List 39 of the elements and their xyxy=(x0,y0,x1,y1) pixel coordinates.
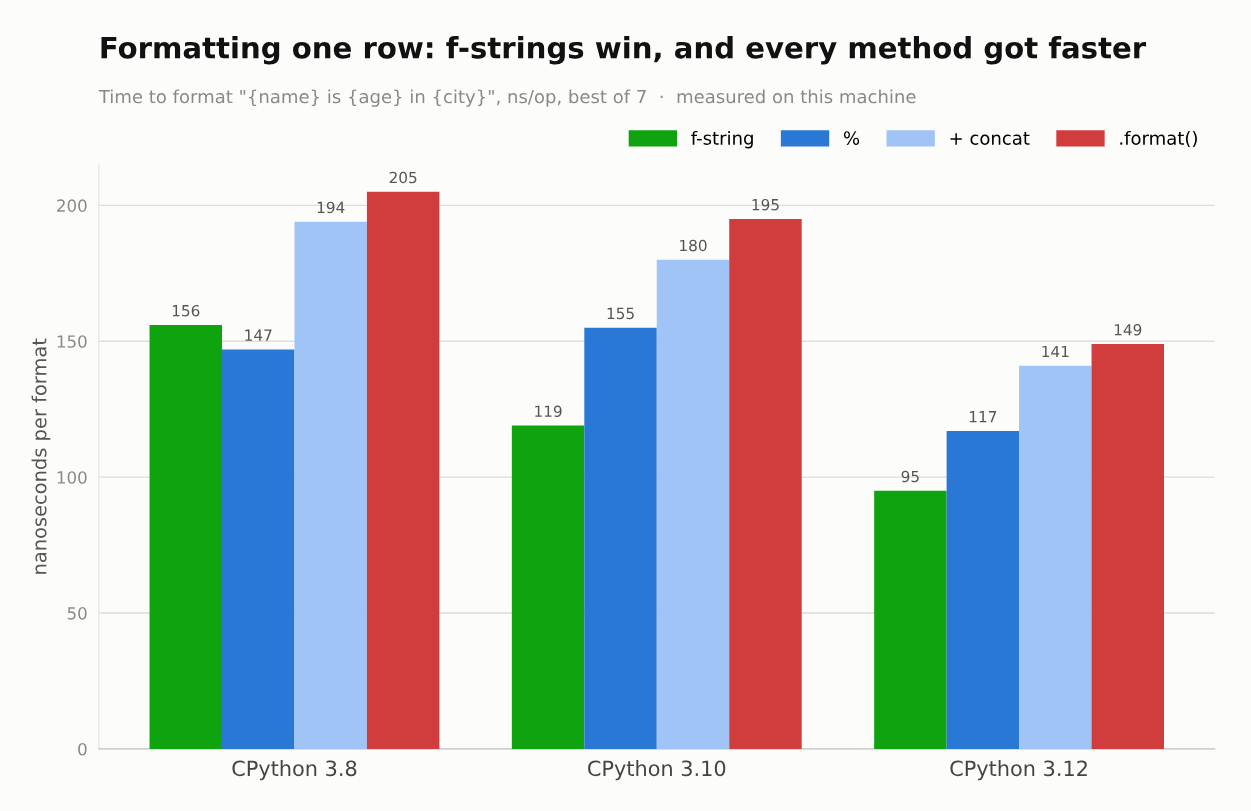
bar xyxy=(294,221,367,749)
data-label: 155 xyxy=(607,307,634,320)
y-tick-label: 0 xyxy=(78,742,87,756)
data-label: 156 xyxy=(172,304,200,317)
y-tick-label: 100 xyxy=(57,471,87,484)
legend-label: + concat xyxy=(950,131,1030,145)
bar xyxy=(366,191,440,749)
chart-title: Formatting one row: f-strings win, and every method got faster xyxy=(101,36,1147,65)
x-tick-label: CPython 3.10 xyxy=(588,760,726,781)
bar xyxy=(946,430,1020,749)
bar xyxy=(874,490,947,749)
data-label: 147 xyxy=(245,329,272,341)
bar xyxy=(149,324,223,749)
y-tick-label: 50 xyxy=(67,607,87,620)
chart-subtitle: Time to format "{name} is {age} in {city}", ns/op, best of 7 · measured on this machine xyxy=(98,89,916,107)
data-label: 149 xyxy=(1114,323,1142,336)
x-tick-label: CPython 3.8 xyxy=(232,760,357,781)
legend-label: % xyxy=(843,131,860,145)
x-tick-label: CPython 3.12 xyxy=(950,760,1087,781)
data-label: 205 xyxy=(389,171,417,184)
bar xyxy=(656,259,730,749)
data-label: 95 xyxy=(901,470,919,483)
data-label: 141 xyxy=(1042,345,1069,358)
y-tick-label: 200 xyxy=(57,199,87,212)
y-axis-title: nanoseconds per format xyxy=(31,338,51,574)
legend-label: .format() xyxy=(1120,130,1197,148)
legend-label: f-string xyxy=(691,130,753,149)
data-label: 195 xyxy=(752,198,779,211)
bar xyxy=(1091,344,1164,749)
bar xyxy=(222,349,295,749)
bar xyxy=(511,425,585,749)
data-label: 180 xyxy=(680,239,707,252)
data-label: 194 xyxy=(317,201,345,214)
data-label: 119 xyxy=(535,405,562,418)
y-tick-label: 150 xyxy=(57,335,87,348)
bar xyxy=(1019,365,1092,749)
bar xyxy=(729,218,802,749)
bar xyxy=(584,327,657,749)
data-label: 117 xyxy=(969,411,997,423)
